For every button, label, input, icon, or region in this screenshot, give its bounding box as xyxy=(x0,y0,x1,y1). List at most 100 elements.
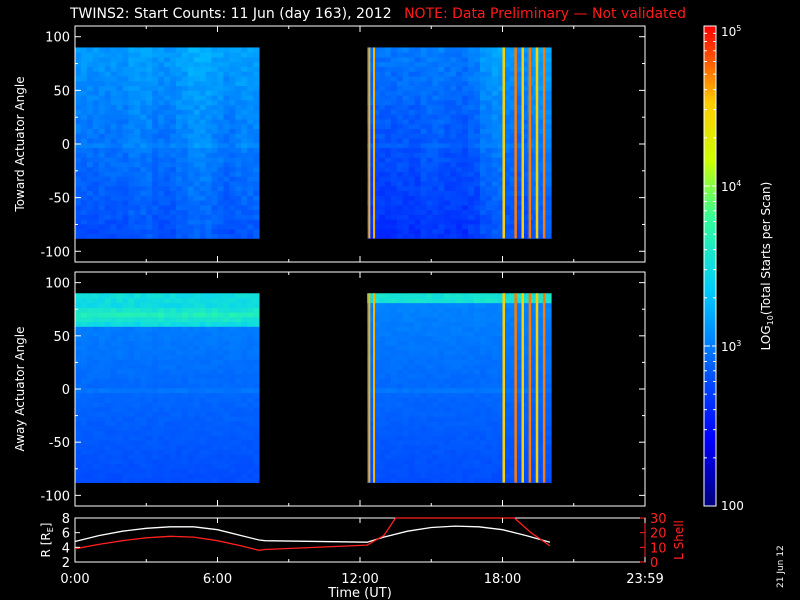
heatmap-cell xyxy=(181,214,189,220)
heatmap-cell xyxy=(122,147,129,153)
heatmap-cell xyxy=(86,204,94,211)
heatmap-cell xyxy=(170,47,177,53)
heatmap-cell xyxy=(235,104,242,110)
heatmap-cell xyxy=(444,142,451,149)
heatmap-cell xyxy=(432,473,439,479)
heatmap-cell xyxy=(80,200,88,206)
heatmap-cell xyxy=(187,463,195,469)
heatmap-cell xyxy=(80,335,88,341)
heatmap-cell xyxy=(187,57,195,63)
heatmap-cell xyxy=(384,402,392,408)
heatmap-cell xyxy=(515,402,522,408)
heatmap-cell xyxy=(170,293,177,299)
heatmap-cell xyxy=(414,214,421,220)
heatmap-cell xyxy=(211,477,218,483)
heatmap-cell xyxy=(450,440,457,446)
heatmap-cell xyxy=(187,52,195,58)
heatmap-cell xyxy=(426,473,433,479)
heatmap-cell xyxy=(217,104,224,110)
heatmap-cell xyxy=(462,142,469,149)
heatmap-cell xyxy=(420,350,427,356)
heatmap-cell xyxy=(491,364,499,370)
heatmap-cell xyxy=(444,458,451,465)
heatmap-cell xyxy=(509,66,516,72)
heatmap-cell xyxy=(379,219,386,225)
heatmap-cell xyxy=(205,142,212,149)
heatmap-cell xyxy=(402,80,410,87)
heatmap-cell xyxy=(503,109,511,115)
heatmap-cell xyxy=(80,224,88,230)
heatmap-cell xyxy=(134,392,141,398)
heatmap-cell xyxy=(497,440,505,446)
heatmap-cell xyxy=(497,171,505,177)
heatmap-cell xyxy=(456,435,463,441)
heatmap-cell xyxy=(98,326,106,332)
heatmap-cell xyxy=(146,219,153,225)
heatmap-cell xyxy=(444,430,451,436)
heatmap-cell xyxy=(247,66,254,72)
heatmap-cell xyxy=(515,463,522,469)
heatmap-cell xyxy=(175,458,183,465)
heatmap-cell xyxy=(86,71,94,77)
heatmap-cell xyxy=(474,152,481,158)
heatmap-cell xyxy=(515,219,522,225)
heatmap-cell xyxy=(241,142,248,149)
heatmap-cell xyxy=(98,449,106,455)
heatmap-cell xyxy=(545,209,552,215)
heatmap-cell xyxy=(110,473,117,479)
heatmap-cell xyxy=(75,80,82,87)
heatmap-cell xyxy=(152,440,159,446)
heatmap-cell xyxy=(497,76,505,82)
heatmap-cell xyxy=(98,123,106,129)
heatmap-cell xyxy=(503,209,511,215)
heatmap-cell xyxy=(545,214,552,220)
heatmap-cell xyxy=(468,402,475,408)
heatmap-cell xyxy=(503,340,511,346)
heatmap-cell xyxy=(98,350,106,356)
heatmap-cell xyxy=(491,359,499,365)
heatmap-cell xyxy=(134,114,141,120)
heatmap-cell xyxy=(104,326,112,332)
heatmap-cell xyxy=(122,204,129,211)
heatmap-cell xyxy=(229,468,236,474)
heatmap-cell xyxy=(86,147,94,153)
heatmap-cell xyxy=(86,47,94,53)
heatmap-cell xyxy=(402,435,410,441)
heatmap-cell xyxy=(485,61,493,67)
heatmap-cell xyxy=(515,359,522,365)
heatmap-cell xyxy=(122,468,129,474)
heatmap-cell xyxy=(420,85,427,91)
heatmap-cell xyxy=(170,350,177,356)
heatmap-cell xyxy=(217,416,224,422)
heatmap-cell xyxy=(164,114,171,120)
heatmap-cell xyxy=(98,66,106,72)
heatmap-cell xyxy=(539,387,546,394)
heatmap-cell xyxy=(175,66,183,72)
heatmap-cell xyxy=(181,133,189,139)
heatmap-cell xyxy=(86,345,94,351)
heatmap-cell xyxy=(396,421,404,427)
heatmap-cell xyxy=(390,123,398,129)
heatmap-cell xyxy=(485,128,493,134)
heatmap-cell xyxy=(462,378,469,384)
heatmap-cell xyxy=(414,195,421,201)
heatmap-cell xyxy=(146,364,153,370)
heatmap-cell xyxy=(140,468,147,474)
heatmap-cell xyxy=(86,166,94,172)
heatmap-cell xyxy=(384,219,392,225)
heatmap-cell xyxy=(128,99,135,106)
heatmap-cell xyxy=(128,162,135,168)
heatmap-cell xyxy=(116,185,123,192)
heatmap-cell xyxy=(521,312,528,318)
heatmap-cell xyxy=(92,99,100,106)
heatmap-cell xyxy=(187,95,195,101)
heatmap-cell xyxy=(438,61,445,67)
heatmap-cell xyxy=(75,61,82,67)
heatmap-cell xyxy=(217,435,224,441)
heatmap-cell xyxy=(247,52,254,58)
heatmap-cell xyxy=(181,128,189,134)
heatmap-cell xyxy=(134,104,141,110)
heatmap-cell xyxy=(450,204,457,211)
heatmap-cell xyxy=(474,364,481,370)
heatmap-cell xyxy=(545,473,552,479)
